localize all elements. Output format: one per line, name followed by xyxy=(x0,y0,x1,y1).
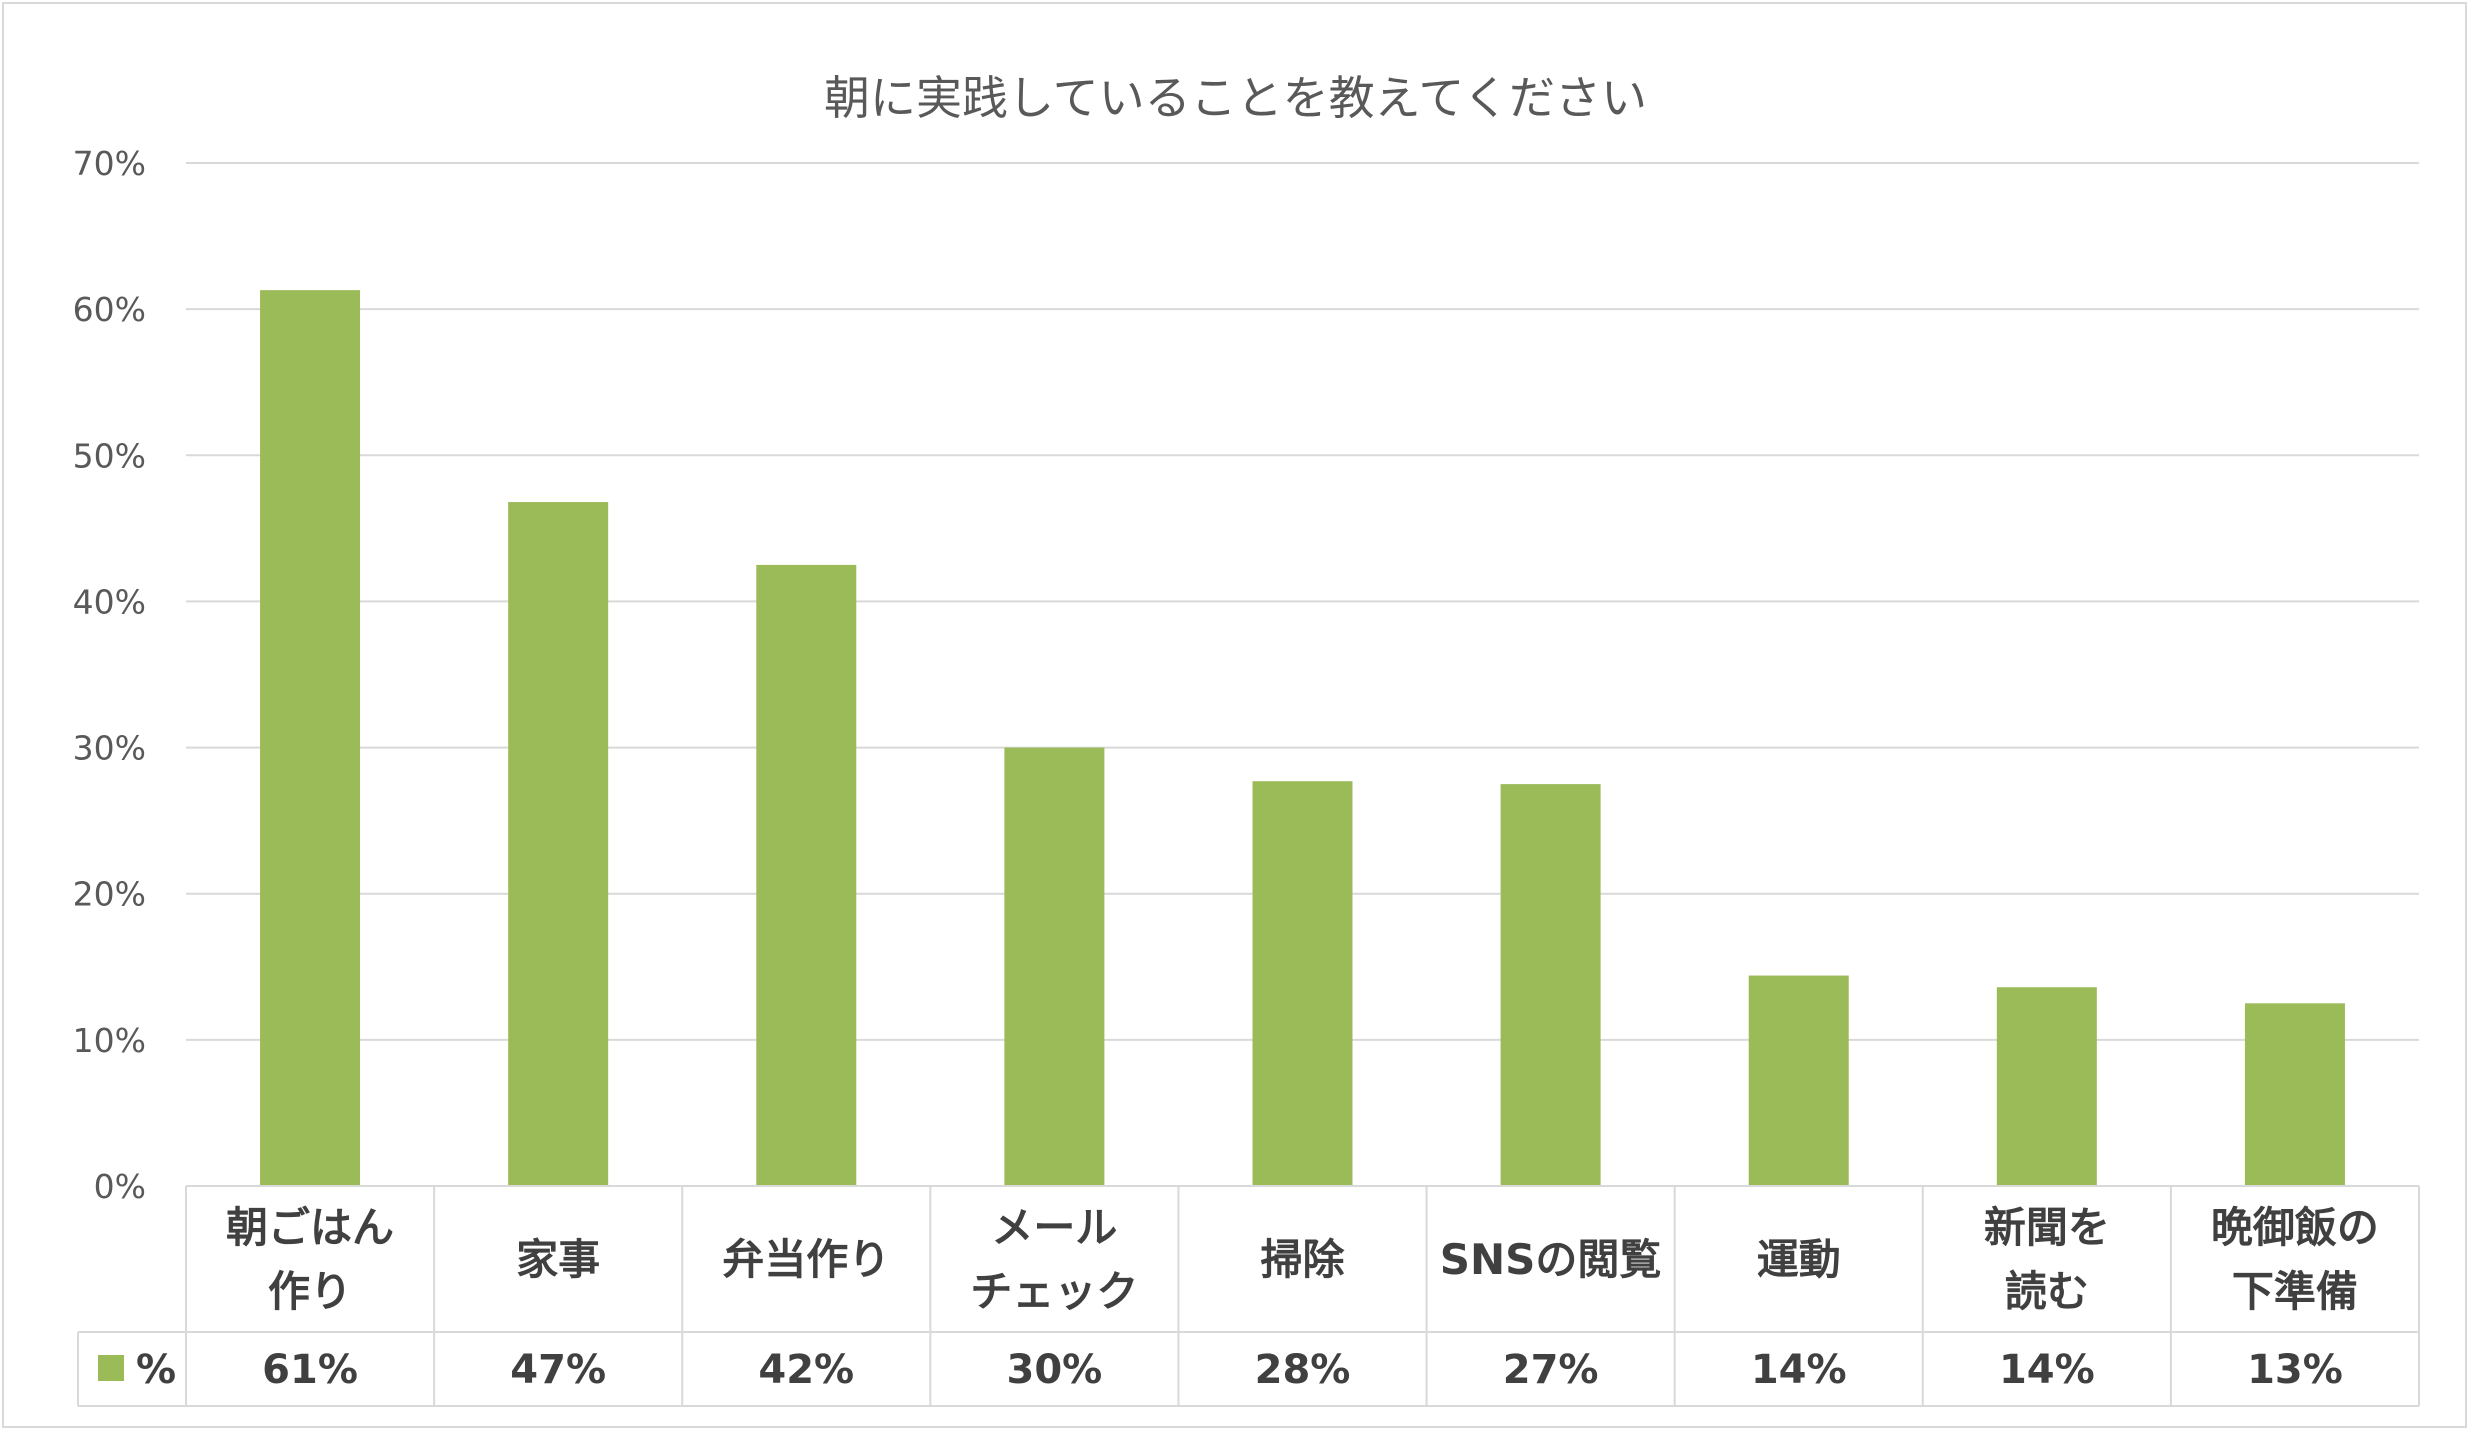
category-label: 読む xyxy=(2005,1267,2089,1316)
y-tick-label: 60% xyxy=(73,290,146,329)
bar xyxy=(2244,1003,2345,1186)
y-tick-label: 20% xyxy=(73,875,146,914)
data-label: 47% xyxy=(510,1347,606,1393)
category-label: 晩御飯の xyxy=(2211,1203,2379,1252)
y-tick-label: 40% xyxy=(73,582,146,621)
category-label: 新聞を xyxy=(1984,1203,2110,1252)
category-label: 運動 xyxy=(1757,1235,1841,1284)
data-label: 30% xyxy=(1007,1347,1103,1393)
chart-title: 朝に実践していることを教えてください xyxy=(824,71,1647,125)
data-label: 14% xyxy=(1751,1347,1847,1393)
bar xyxy=(508,502,609,1187)
legend-swatch xyxy=(98,1355,124,1381)
bar xyxy=(1252,781,1353,1186)
data-label: 13% xyxy=(2247,1347,2343,1393)
y-tick-label: 10% xyxy=(73,1021,146,1060)
category-label: 作り xyxy=(268,1267,352,1316)
data-label: 27% xyxy=(1503,1347,1599,1393)
y-tick-label: 50% xyxy=(73,436,146,475)
category-label: チェック xyxy=(970,1267,1138,1316)
category-label: メール xyxy=(991,1203,1117,1252)
legend-label: % xyxy=(136,1347,176,1393)
bar xyxy=(1500,784,1601,1186)
category-label: 掃除 xyxy=(1260,1235,1345,1284)
category-label: SNSの閲覧 xyxy=(1440,1235,1662,1284)
category-label: 下準備 xyxy=(2232,1267,2358,1316)
data-label: 42% xyxy=(758,1347,854,1393)
category-label: 弁当作り xyxy=(722,1235,890,1284)
bar xyxy=(260,290,361,1186)
bar xyxy=(1748,975,1849,1186)
bars xyxy=(260,290,2345,1187)
y-tick-label: 70% xyxy=(73,144,146,183)
y-tick-label: 0% xyxy=(94,1167,146,1206)
category-label: 朝ごはん xyxy=(226,1203,394,1252)
data-label: 28% xyxy=(1255,1347,1351,1393)
data-label: 14% xyxy=(1999,1347,2095,1393)
y-tick-label: 30% xyxy=(73,729,146,768)
bar xyxy=(756,564,857,1186)
category-label: 家事 xyxy=(516,1235,600,1284)
y-axis-ticks: 0% 10% 20% 30% 40% 50% 60% 70% xyxy=(73,144,146,1206)
data-label: 61% xyxy=(262,1347,358,1393)
bar xyxy=(1004,747,1105,1186)
bar xyxy=(1996,987,2097,1186)
